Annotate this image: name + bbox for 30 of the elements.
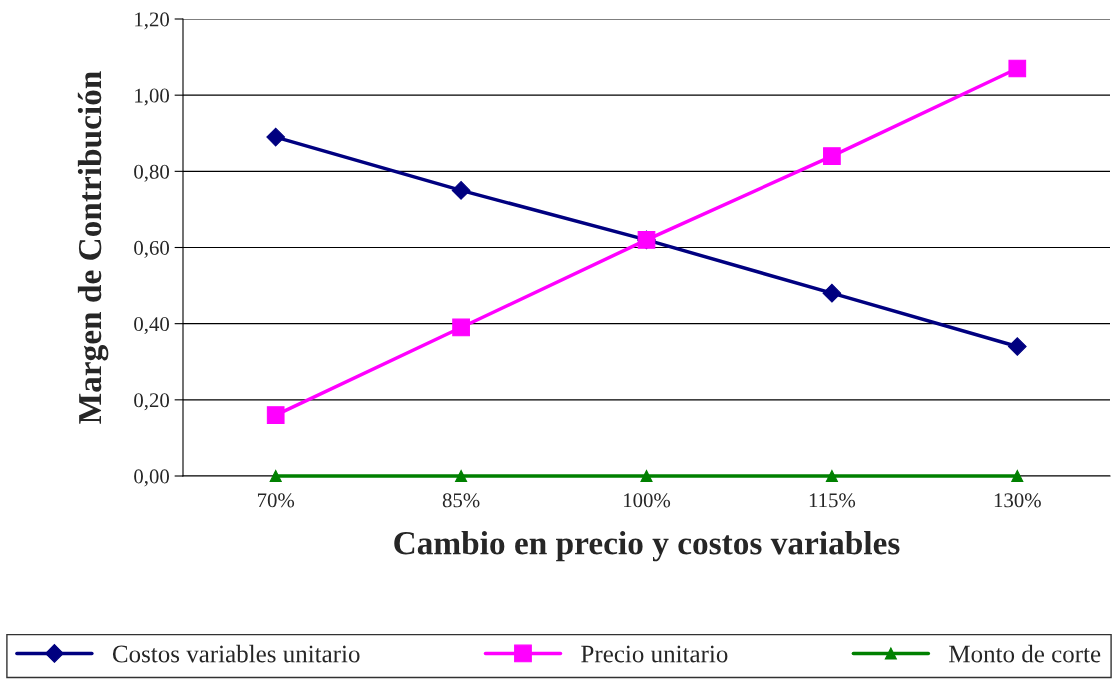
y-tick-label: 0,20 (134, 393, 170, 411)
point (451, 181, 471, 200)
point (1011, 469, 1024, 483)
legend-label: Costos variables unitario (112, 644, 360, 663)
x-tick-label: 85% (442, 493, 480, 508)
point (1007, 337, 1027, 356)
x-tick-label: 70% (257, 493, 295, 508)
point (823, 147, 841, 165)
legend-label: Monto de corte (949, 644, 1101, 663)
x-tick-label: 115% (809, 493, 856, 508)
y-tick-label: 1,20 (135, 12, 170, 30)
y-axis-title: Margen de Contribución (77, 71, 109, 424)
legend-label: Precio unitario (581, 645, 728, 663)
x-tick-label: 100% (624, 493, 671, 508)
y-tick-label: 0,00 (134, 469, 170, 487)
y-tick-label: 0,80 (134, 164, 170, 182)
point (452, 318, 470, 337)
point (825, 469, 838, 483)
point (266, 406, 285, 424)
point (455, 469, 468, 483)
y-tick-label: 0,60 (134, 240, 170, 258)
point (1008, 59, 1027, 78)
point (269, 469, 282, 483)
point (640, 469, 653, 483)
y-tick-label: 0,40 (134, 317, 170, 335)
point (822, 283, 842, 303)
point (266, 127, 286, 147)
x-axis-title: Cambio en precio y costos variables (394, 531, 900, 562)
y-tick-label: 1,00 (135, 88, 170, 106)
x-tick-label: 130% (994, 493, 1041, 508)
